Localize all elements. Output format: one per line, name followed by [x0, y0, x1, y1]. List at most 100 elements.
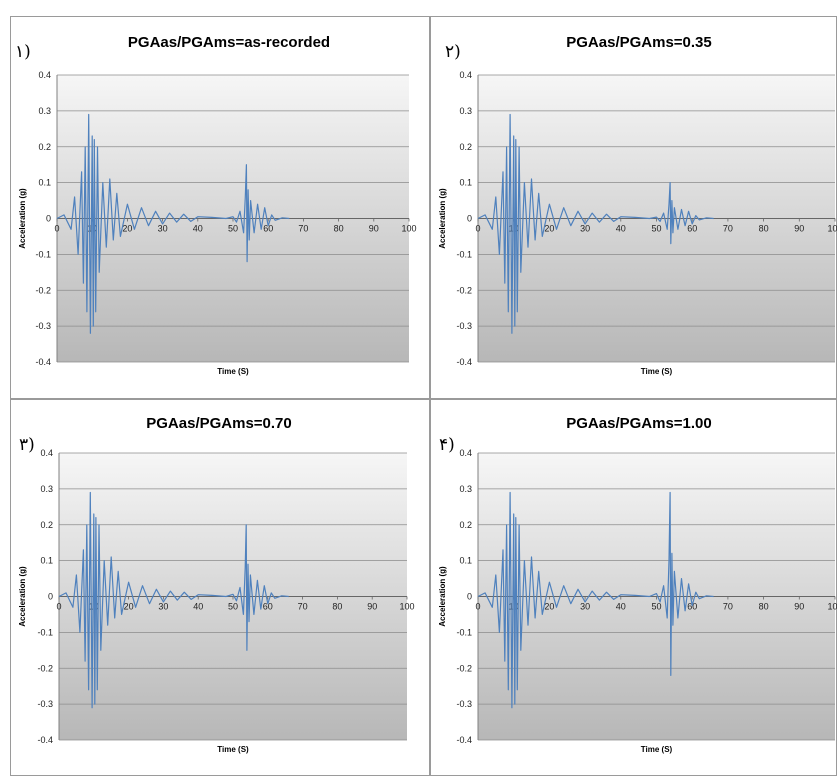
y-tick-label: -0.1: [37, 627, 53, 637]
y-tick-label: -0.3: [456, 321, 472, 331]
x-axis-label: Time (S): [641, 367, 673, 376]
x-tick-label: 0: [475, 602, 480, 612]
x-tick-label: 0: [56, 602, 61, 612]
series-line: [477, 491, 714, 709]
x-tick-label: 40: [193, 602, 203, 612]
y-tick-label: -0.2: [35, 285, 51, 295]
x-tick-label: 80: [332, 602, 342, 612]
x-tick-label: 40: [616, 224, 626, 234]
y-tick-label: 0.3: [459, 106, 472, 116]
x-tick-label: 60: [263, 602, 273, 612]
panel-label: ۴): [439, 435, 455, 455]
y-tick-label: 0.3: [40, 484, 53, 494]
chart-panel-4: 0.4 0.3 0.2 0.1 0 -0.1 -0.2 -0.3 -0.4 0 10 20 30 40 50…: [430, 399, 837, 776]
x-tick-label: 90: [794, 224, 804, 234]
y-tick-label: -0.3: [35, 321, 51, 331]
panel-label: ٢): [445, 42, 461, 62]
y-tick-label: -0.1: [456, 249, 472, 259]
y-tick-label: -0.4: [37, 735, 53, 745]
x-tick-label: 60: [687, 602, 697, 612]
y-axis-label: Acceleration (g): [438, 188, 447, 249]
x-tick-label: 40: [193, 224, 203, 234]
x-tick-label: 80: [759, 602, 769, 612]
y-tick-label: 0.3: [459, 484, 472, 494]
y-tick-label: 0.1: [459, 178, 472, 188]
chart-svg: 0.40.30.20.10-0.1-0.2-0.3-0.40 10 20 30 40 50…: [15, 34, 417, 376]
x-tick-label: 50: [228, 224, 238, 234]
y-tick-label: 0.2: [459, 520, 472, 530]
y-tick-label: 0: [467, 592, 472, 602]
x-tick-label: 30: [158, 602, 168, 612]
y-tick-label: -0.1: [35, 249, 51, 259]
x-axis-label: Time (S): [217, 367, 249, 376]
x-tick-label: 80: [334, 224, 344, 234]
x-tick-label: 20: [122, 224, 132, 234]
chart-panel-1: 0.4 0.3 0.2 0.1 0 -0.1 -0.2 -0.3 -0.4 0 10 20 30 40 50…: [10, 16, 430, 399]
x-tick-label: 0: [475, 224, 480, 234]
x-tick-label: 30: [580, 602, 590, 612]
y-tick-label: 0.2: [459, 142, 472, 152]
y-tick-label: 0.4: [459, 448, 472, 458]
x-tick-label: 100: [827, 602, 837, 612]
y-tick-label: -0.2: [37, 663, 53, 673]
y-tick-label: -0.3: [37, 699, 53, 709]
y-tick-label: -0.1: [456, 627, 472, 637]
x-tick-label: 50: [651, 602, 661, 612]
chart-title: PGAas/PGAms=0.70: [146, 415, 292, 432]
y-tick-label: 0.4: [38, 70, 51, 80]
y-tick-label: -0.4: [456, 357, 472, 367]
x-tick-label: 70: [298, 224, 308, 234]
x-tick-label: 80: [759, 224, 769, 234]
y-tick-label: 0.1: [38, 178, 51, 188]
x-tick-label: 100: [399, 602, 414, 612]
x-tick-label: 90: [794, 602, 804, 612]
x-tick-label: 40: [616, 602, 626, 612]
x-axis-label: Time (S): [641, 745, 673, 754]
panel-label: ٣): [19, 435, 35, 455]
y-tick-label: 0: [48, 592, 53, 602]
x-tick-label: 100: [827, 224, 837, 234]
y-axis-label: Acceleration (g): [18, 566, 27, 627]
x-tick-label: 0: [54, 224, 59, 234]
x-tick-label: 50: [228, 602, 238, 612]
y-tick-label: -0.2: [456, 663, 472, 673]
y-axis-label: Acceleration (g): [18, 188, 27, 249]
x-tick-label: 90: [369, 224, 379, 234]
series-line: [477, 113, 714, 334]
x-tick-label: 60: [687, 224, 697, 234]
chart-panel-3: 0.4 0.3 0.2 0.1 0 -0.1 -0.2 -0.3 -0.4 0 10 20 30 40 50…: [10, 399, 430, 776]
x-tick-label: 70: [298, 602, 308, 612]
chart-title: PGAas/PGAms=0.35: [566, 34, 712, 51]
y-tick-label: 0.2: [40, 520, 53, 530]
panel-label: ١): [15, 42, 31, 62]
x-tick-label: 20: [544, 224, 554, 234]
x-tick-label: 20: [124, 602, 134, 612]
x-axis-label: Time (S): [217, 745, 249, 754]
y-tick-label: 0.1: [40, 556, 53, 566]
x-tick-label: 30: [158, 224, 168, 234]
y-tick-label: 0: [467, 214, 472, 224]
x-tick-label: 70: [723, 602, 733, 612]
y-tick-label: -0.4: [35, 357, 51, 367]
x-tick-label: 30: [580, 224, 590, 234]
y-tick-label: 0.3: [38, 106, 51, 116]
x-tick-label: 60: [263, 224, 273, 234]
y-axis-label: Acceleration (g): [438, 566, 447, 627]
series-line: [58, 491, 289, 709]
y-tick-label: 0.2: [38, 142, 51, 152]
chart-svg: 0.40.30.20.10-0.1-0.2-0.3-0.40 10 20 30 40 50…: [438, 34, 837, 376]
x-tick-label: 20: [544, 602, 554, 612]
chart-panel-2: 0.4 0.3 0.2 0.1 0 -0.1 -0.2 -0.3 -0.4 0 10 20 30 40 50…: [430, 16, 837, 399]
x-tick-label: 50: [651, 224, 661, 234]
y-tick-label: -0.3: [456, 699, 472, 709]
chart-svg: 0.40.30.20.10-0.1-0.2-0.3-0.40 10 20 30 40 50…: [18, 415, 415, 754]
y-tick-label: 0.4: [459, 70, 472, 80]
series-line: [56, 113, 290, 334]
chart-svg: 0.40.30.20.10-0.1-0.2-0.3-0.40 10 20 30 40 50…: [438, 415, 837, 754]
y-tick-label: -0.4: [456, 735, 472, 745]
y-tick-label: 0.1: [459, 556, 472, 566]
y-tick-label: -0.2: [456, 285, 472, 295]
x-tick-label: 70: [723, 224, 733, 234]
y-tick-label: 0: [46, 214, 51, 224]
chart-title: PGAas/PGAms=1.00: [566, 415, 712, 432]
